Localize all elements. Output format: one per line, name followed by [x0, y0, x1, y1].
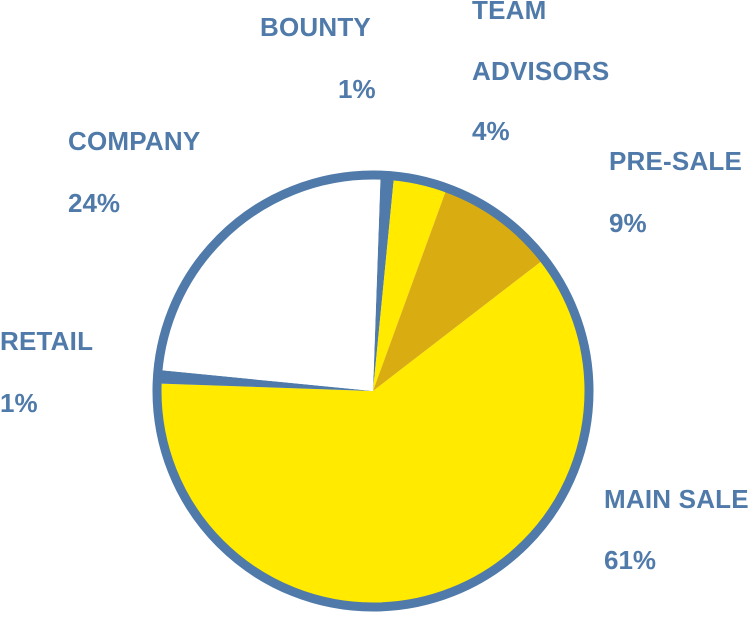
- slice-percent-pre-sale: 9%: [609, 208, 647, 238]
- slice-percent-bounty: 1%: [338, 74, 376, 104]
- slice-label-company: COMPANY: [68, 126, 200, 156]
- slice-label-retail: RETAIL: [0, 326, 93, 356]
- slice-percent-team-advisors: 4%: [472, 116, 510, 146]
- slice-label-pre-sale: PRE-SALE: [609, 146, 742, 176]
- slice-percent-retail: 1%: [0, 388, 38, 418]
- pie-slices: [157, 175, 589, 607]
- slice-label-bounty: BOUNTY: [260, 12, 371, 42]
- slice-label-team-advisors-line1: TEAM: [472, 0, 546, 25]
- slice-label-team-advisors-line2: ADVISORS: [472, 56, 609, 86]
- slice-label-main-sale: MAIN SALE: [604, 484, 749, 514]
- pie-slice-company: [158, 175, 381, 391]
- slice-percent-company: 24%: [68, 188, 120, 218]
- slice-percent-main-sale: 61%: [604, 545, 656, 575]
